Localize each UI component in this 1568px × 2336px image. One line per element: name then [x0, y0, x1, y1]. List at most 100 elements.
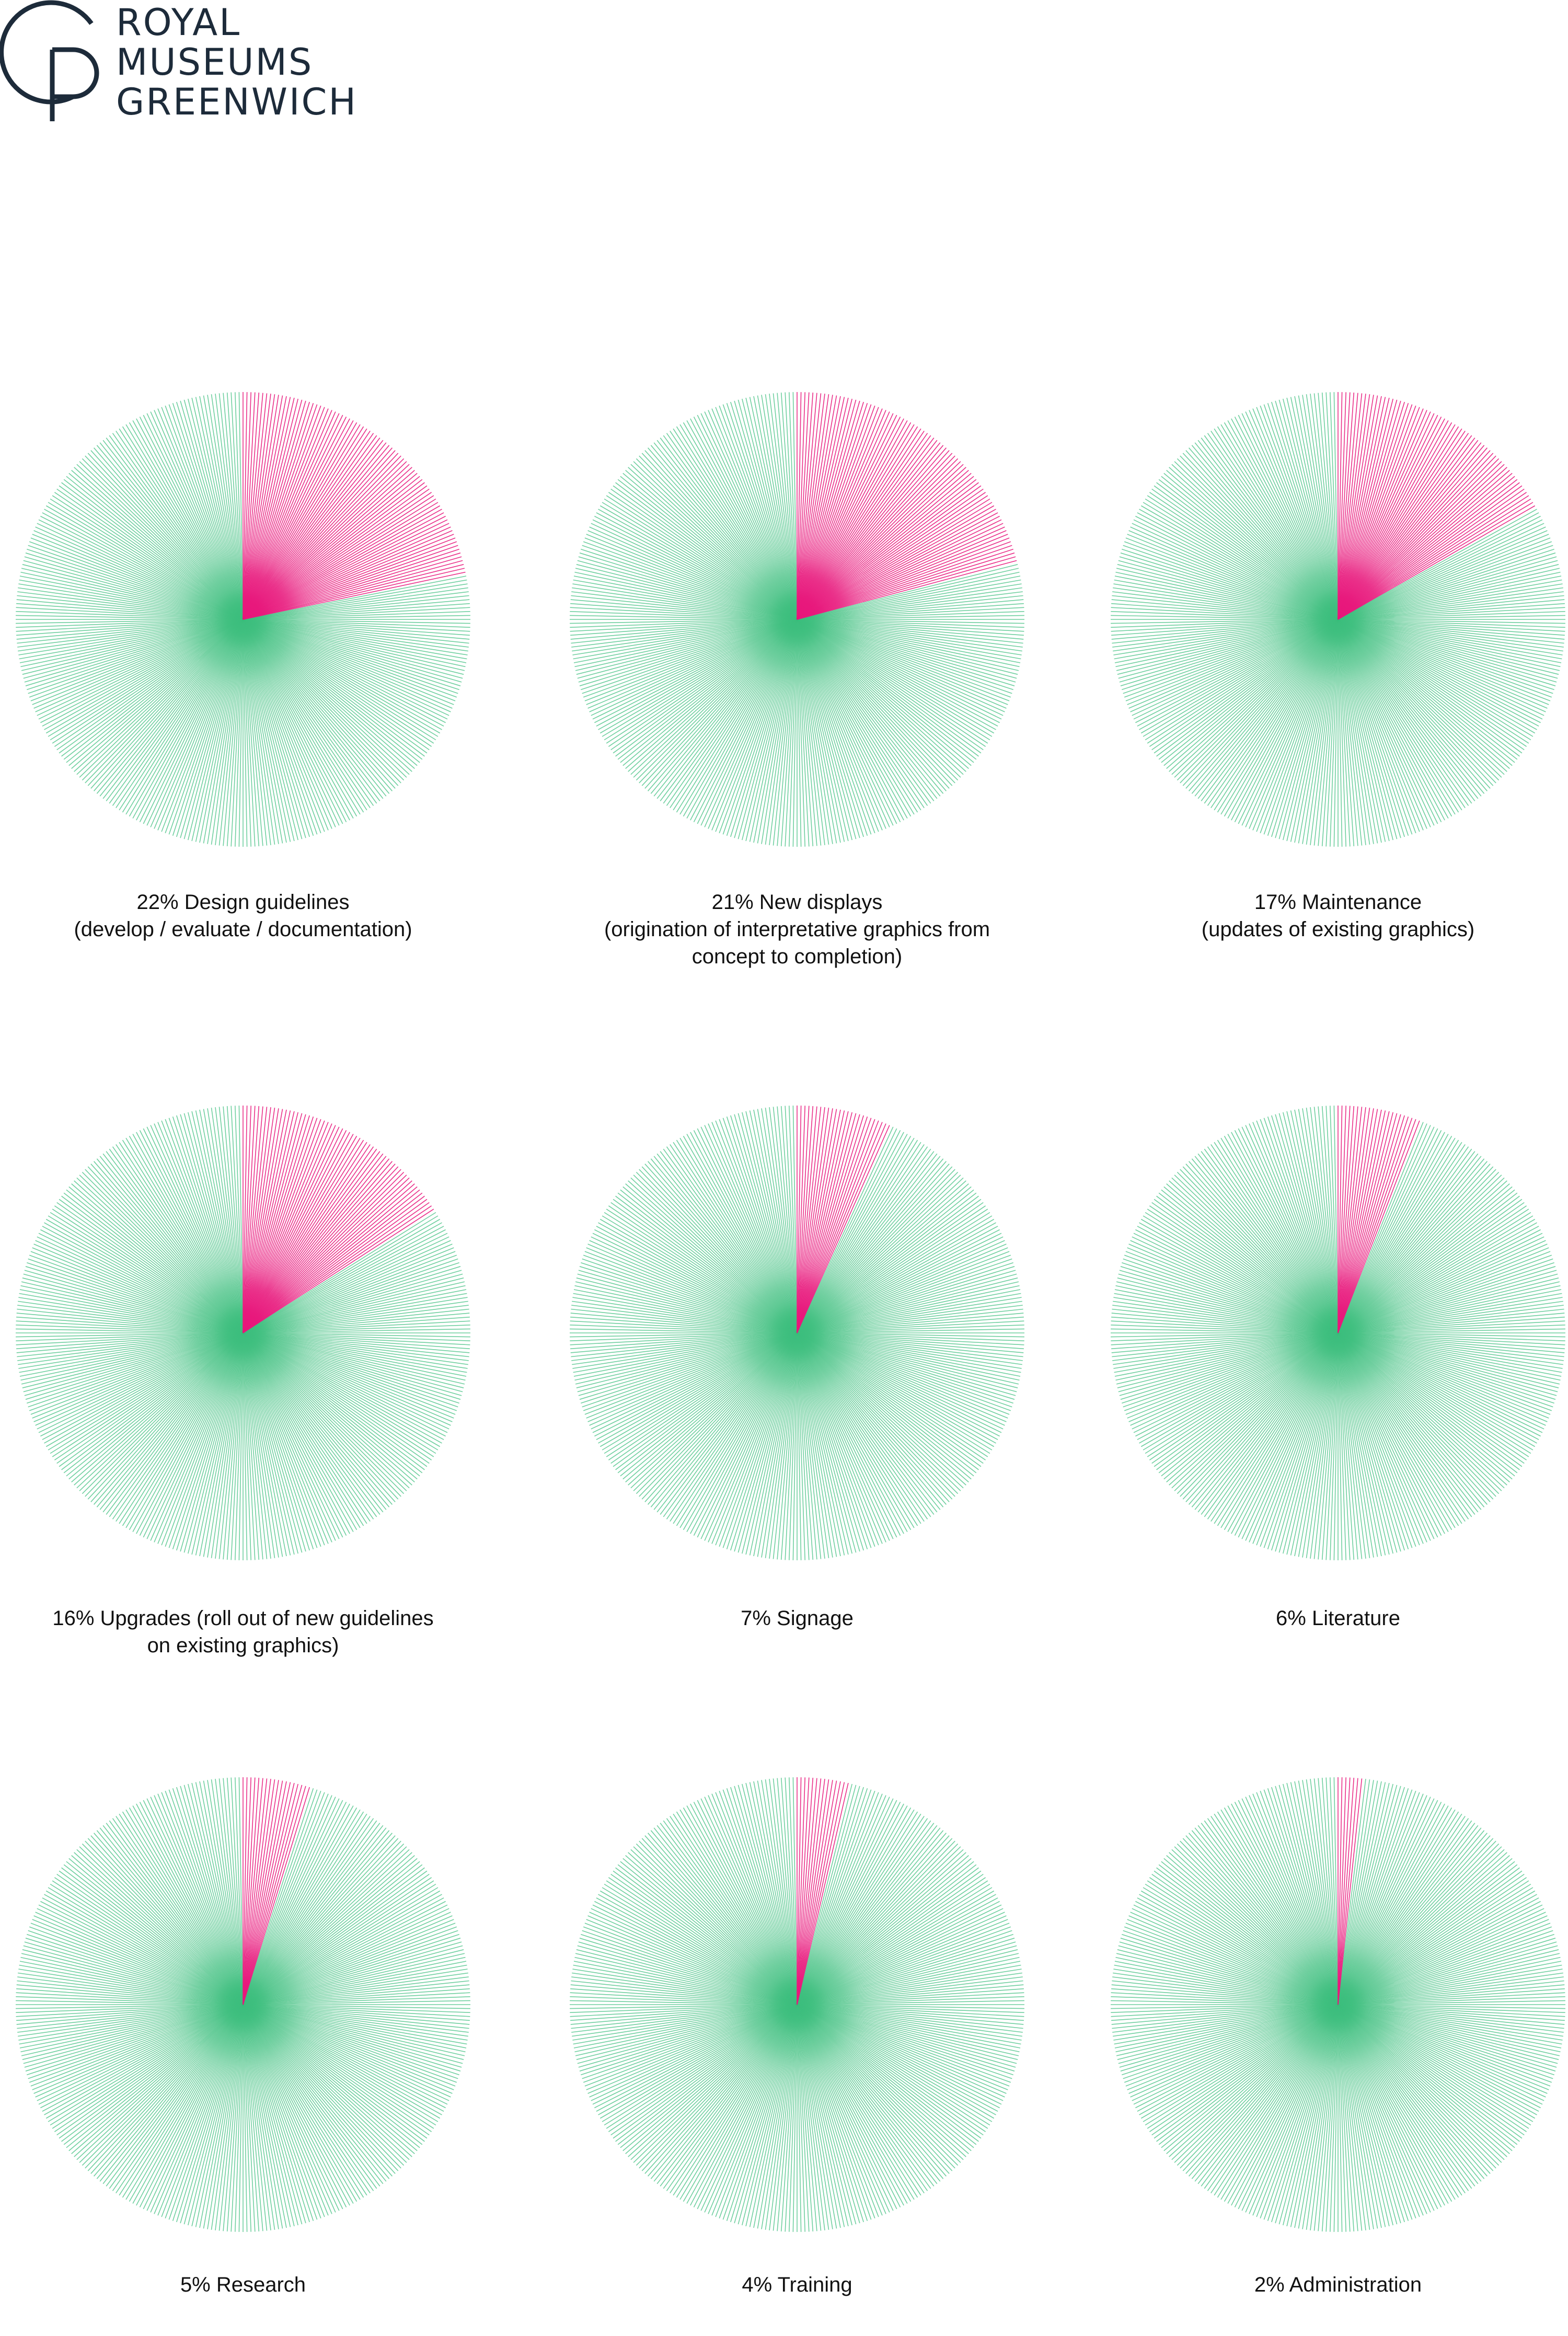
- rest-ray: [243, 619, 287, 843]
- rest-ray: [785, 619, 798, 847]
- rest-ray: [211, 1108, 244, 1333]
- rest-ray: [33, 530, 244, 620]
- rest-ray: [139, 1130, 244, 1333]
- highlight-ray: [797, 438, 935, 620]
- rest-ray: [797, 619, 921, 811]
- rest-ray: [207, 395, 244, 620]
- rest-ray: [54, 492, 244, 620]
- rest-ray: [1338, 619, 1507, 772]
- rest-ray: [613, 485, 798, 620]
- rest-ray: [243, 619, 469, 648]
- rest-ray: [1182, 619, 1339, 786]
- rest-ray: [636, 458, 798, 620]
- rest-ray: [150, 411, 244, 620]
- rest-ray: [38, 519, 244, 620]
- rest-ray: [243, 619, 412, 772]
- highlight-ray: [797, 512, 998, 620]
- rest-ray: [1338, 526, 1546, 620]
- pie-slice-highlight: [1338, 392, 1536, 620]
- rest-ray: [594, 515, 798, 620]
- highlight-ray: [1338, 404, 1413, 620]
- rest-ray: [797, 619, 1013, 691]
- rest-ray: [243, 1332, 469, 1357]
- rest-ray: [1338, 541, 1552, 620]
- rest-ray: [1124, 619, 1339, 698]
- rest-ray: [16, 619, 244, 628]
- rest-ray: [797, 619, 883, 831]
- rest-ray: [243, 1332, 436, 1454]
- rest-ray: [243, 619, 306, 838]
- rest-ray: [797, 619, 1021, 663]
- rest-ray: [1338, 579, 1562, 620]
- rest-ray: [1125, 537, 1339, 620]
- rest-ray: [1252, 619, 1339, 831]
- rest-ray: [243, 1332, 454, 1419]
- rest-ray: [1128, 530, 1339, 620]
- rest-ray: [16, 615, 244, 620]
- rest-ray: [28, 1258, 244, 1333]
- rest-ray: [797, 1229, 1000, 1333]
- rest-ray: [1338, 619, 1431, 827]
- rest-ray: [243, 619, 459, 691]
- highlight-ray: [797, 548, 1013, 620]
- rest-ray: [42, 512, 244, 620]
- rest-ray: [656, 619, 798, 799]
- rest-ray: [570, 607, 798, 620]
- rest-ray: [243, 1332, 469, 1361]
- rest-ray: [199, 619, 244, 843]
- rest-ray: [797, 619, 918, 813]
- rest-ray: [180, 1114, 244, 1333]
- rest-ray: [40, 515, 244, 620]
- rest-ray: [1188, 619, 1339, 791]
- rest-ray: [16, 607, 244, 620]
- rest-ray: [797, 619, 805, 847]
- highlight-ray: [243, 1114, 306, 1333]
- highlight-ray: [243, 1144, 371, 1333]
- rest-ray: [1286, 619, 1339, 842]
- rest-ray: [243, 619, 425, 757]
- rest-ray: [1154, 485, 1339, 620]
- highlight-ray: [1338, 392, 1343, 620]
- highlight-ray: [243, 410, 332, 620]
- rest-ray: [1318, 619, 1339, 846]
- rest-ray: [719, 619, 798, 834]
- rest-ray: [243, 619, 467, 660]
- rest-ray: [238, 1332, 244, 1560]
- rest-ray: [243, 619, 361, 815]
- rest-ray: [168, 404, 244, 620]
- highlight-ray: [1338, 461, 1502, 620]
- rest-ray: [1333, 392, 1339, 620]
- rest-ray: [1302, 395, 1339, 620]
- highlight-ray: [797, 523, 1004, 620]
- rest-ray: [797, 1195, 979, 1333]
- rest-ray: [59, 1199, 244, 1333]
- rest-ray: [243, 1332, 287, 1557]
- rest-ray: [35, 1332, 244, 1426]
- rest-ray: [203, 395, 244, 620]
- highlight-ray: [797, 534, 1008, 620]
- rest-ray: [757, 395, 798, 620]
- rest-ray: [581, 548, 798, 620]
- rest-ray: [243, 1332, 396, 1502]
- rest-ray: [1306, 619, 1339, 845]
- rest-ray: [1111, 619, 1339, 636]
- highlight-ray: [797, 415, 897, 620]
- rest-ray: [1161, 619, 1339, 763]
- rest-ray: [1313, 619, 1339, 846]
- highlight-ray: [243, 424, 361, 620]
- rest-ray: [757, 619, 798, 844]
- rest-ray: [1112, 595, 1339, 620]
- rest-ray: [587, 530, 798, 620]
- rest-ray: [1338, 619, 1518, 760]
- rest-ray: [243, 619, 340, 826]
- rest-ray: [797, 1233, 1002, 1333]
- rest-ray: [797, 619, 1016, 683]
- rest-ray: [726, 619, 798, 836]
- rest-ray: [22, 1278, 244, 1333]
- highlight-ray: [243, 1111, 295, 1333]
- pie-caption-3: 17% Maintenance (updates of existing grap…: [1103, 889, 1568, 943]
- rest-ray: [20, 571, 244, 620]
- rest-ray: [1338, 619, 1553, 694]
- rest-ray: [243, 1332, 387, 1510]
- rest-ray: [243, 1332, 412, 1486]
